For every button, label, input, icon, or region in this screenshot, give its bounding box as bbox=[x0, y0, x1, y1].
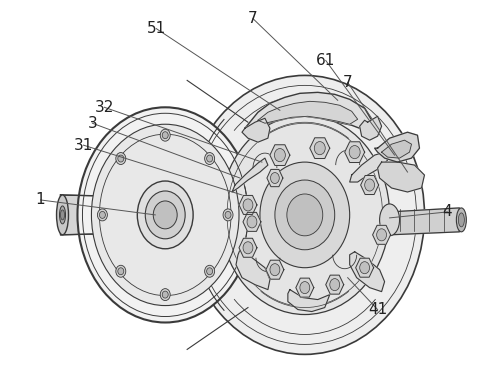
Polygon shape bbox=[345, 142, 365, 162]
Polygon shape bbox=[382, 140, 411, 158]
Ellipse shape bbox=[225, 211, 231, 218]
Polygon shape bbox=[258, 101, 358, 124]
Text: 32: 32 bbox=[95, 100, 114, 115]
Polygon shape bbox=[60, 195, 145, 235]
Ellipse shape bbox=[185, 75, 424, 354]
Polygon shape bbox=[372, 225, 391, 245]
Ellipse shape bbox=[162, 291, 168, 298]
Ellipse shape bbox=[300, 282, 310, 294]
Ellipse shape bbox=[57, 195, 69, 235]
Text: 3: 3 bbox=[87, 116, 97, 131]
Ellipse shape bbox=[223, 209, 233, 221]
Ellipse shape bbox=[116, 265, 126, 277]
Text: 31: 31 bbox=[74, 138, 93, 153]
Ellipse shape bbox=[456, 208, 467, 232]
Text: 1: 1 bbox=[36, 192, 46, 207]
Ellipse shape bbox=[162, 132, 168, 139]
Polygon shape bbox=[239, 238, 257, 257]
Polygon shape bbox=[360, 176, 379, 195]
Ellipse shape bbox=[349, 146, 360, 159]
Ellipse shape bbox=[314, 142, 325, 155]
Ellipse shape bbox=[160, 129, 170, 141]
Polygon shape bbox=[378, 162, 424, 192]
Ellipse shape bbox=[99, 211, 106, 218]
Ellipse shape bbox=[145, 191, 185, 239]
Polygon shape bbox=[267, 170, 283, 187]
Polygon shape bbox=[326, 275, 344, 294]
Ellipse shape bbox=[287, 194, 323, 236]
Text: 51: 51 bbox=[146, 21, 166, 36]
Ellipse shape bbox=[275, 148, 286, 162]
Ellipse shape bbox=[380, 204, 399, 236]
Ellipse shape bbox=[97, 209, 108, 221]
Polygon shape bbox=[239, 195, 257, 214]
Ellipse shape bbox=[243, 199, 253, 211]
Ellipse shape bbox=[160, 289, 170, 301]
Ellipse shape bbox=[77, 107, 253, 322]
Polygon shape bbox=[266, 260, 284, 279]
Polygon shape bbox=[356, 258, 373, 277]
Polygon shape bbox=[243, 212, 261, 231]
Polygon shape bbox=[236, 250, 270, 290]
Ellipse shape bbox=[207, 268, 213, 275]
Ellipse shape bbox=[204, 153, 215, 165]
Ellipse shape bbox=[458, 213, 464, 227]
Ellipse shape bbox=[360, 262, 370, 274]
Ellipse shape bbox=[220, 115, 390, 315]
Ellipse shape bbox=[118, 268, 124, 275]
Text: 7: 7 bbox=[343, 75, 352, 90]
Text: 41: 41 bbox=[368, 302, 387, 317]
Polygon shape bbox=[245, 92, 372, 130]
Polygon shape bbox=[350, 252, 384, 292]
Ellipse shape bbox=[116, 153, 126, 165]
Polygon shape bbox=[242, 118, 270, 142]
Polygon shape bbox=[270, 145, 290, 165]
Ellipse shape bbox=[137, 181, 193, 249]
Ellipse shape bbox=[330, 279, 340, 291]
Ellipse shape bbox=[270, 264, 280, 276]
Ellipse shape bbox=[377, 229, 386, 241]
Polygon shape bbox=[390, 208, 459, 235]
Ellipse shape bbox=[275, 180, 335, 250]
Text: 61: 61 bbox=[316, 53, 336, 68]
Ellipse shape bbox=[118, 155, 124, 162]
Ellipse shape bbox=[365, 179, 374, 191]
Ellipse shape bbox=[271, 172, 279, 183]
Text: 4: 4 bbox=[443, 204, 452, 219]
Ellipse shape bbox=[247, 216, 257, 228]
Ellipse shape bbox=[153, 201, 177, 229]
Ellipse shape bbox=[60, 206, 65, 224]
Polygon shape bbox=[296, 278, 314, 297]
Ellipse shape bbox=[204, 265, 215, 277]
Text: 7: 7 bbox=[248, 11, 258, 26]
Polygon shape bbox=[310, 138, 330, 159]
Ellipse shape bbox=[243, 242, 253, 254]
Ellipse shape bbox=[260, 162, 350, 268]
Polygon shape bbox=[360, 116, 382, 140]
Ellipse shape bbox=[60, 210, 64, 220]
Polygon shape bbox=[288, 290, 330, 312]
Polygon shape bbox=[374, 132, 420, 162]
Ellipse shape bbox=[207, 155, 213, 162]
Polygon shape bbox=[350, 152, 387, 182]
Polygon shape bbox=[232, 158, 268, 192]
Ellipse shape bbox=[91, 124, 239, 306]
